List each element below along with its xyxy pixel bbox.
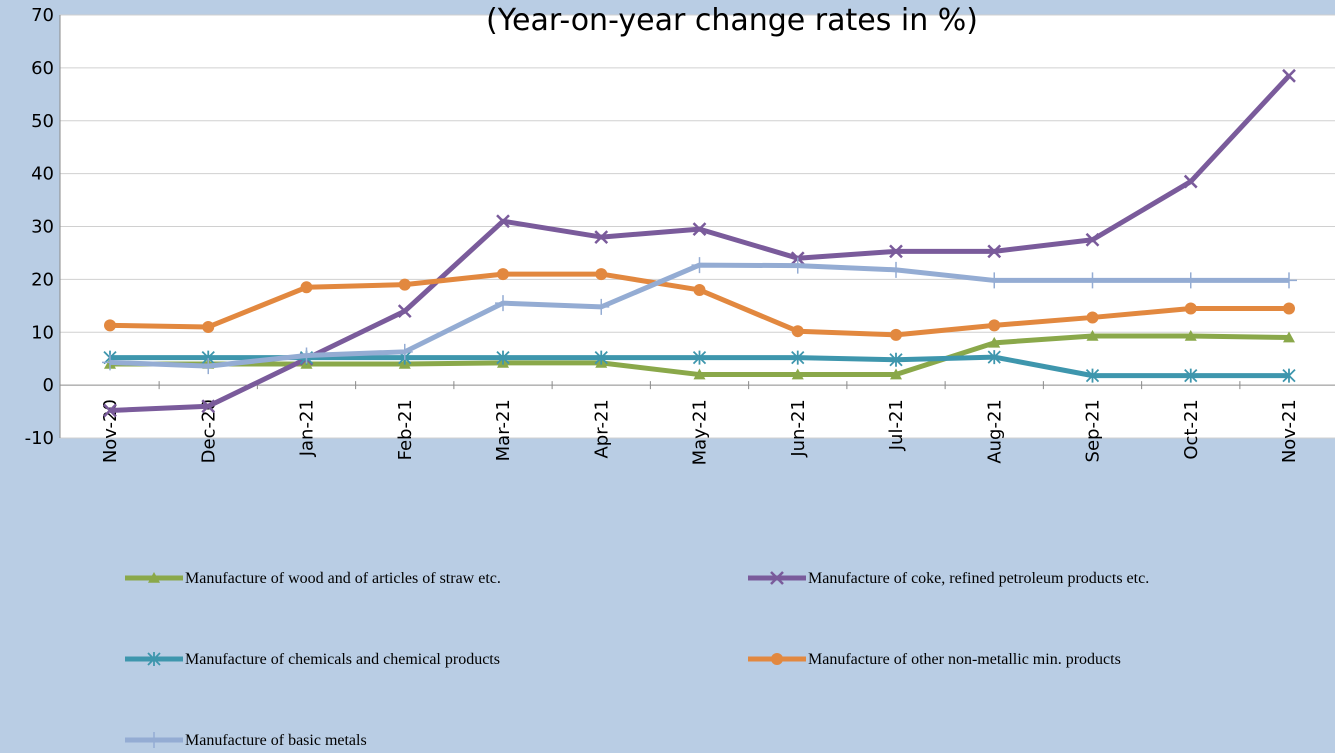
data-point <box>1086 329 1099 341</box>
data-point <box>1282 68 1296 83</box>
data-point <box>1184 329 1197 341</box>
legend-marker <box>146 732 162 748</box>
data-point <box>594 350 608 365</box>
data-point <box>890 368 902 380</box>
data-point <box>791 350 805 365</box>
data-point <box>692 350 707 365</box>
data-point <box>1183 174 1198 189</box>
data-point <box>1085 232 1100 247</box>
gridlines <box>59 14 1335 439</box>
legend-item-4: Manufacture of other non-metallic min. p… <box>748 651 1121 668</box>
data-point <box>496 214 510 229</box>
x-tick-label: Jan-21 <box>297 399 318 457</box>
chart-title: (Year-on-year change rates in %) <box>486 3 978 38</box>
data-point <box>988 336 1001 348</box>
x-axis-ticks: Nov-20 Dec-20 Jan-21 Feb-21 Mar-21 Apr-21 May-… <box>100 381 1300 465</box>
x-tick-label: Aug-21 <box>984 399 1005 464</box>
data-point <box>497 268 509 281</box>
legend-item-3: Manufacture of chemicals and chemical pr… <box>125 651 500 668</box>
y-tick-label: 0 <box>43 375 54 396</box>
legend-item-5: Manufacture of basic metals <box>125 732 367 749</box>
series-4 <box>104 268 1295 341</box>
x-tick-label: Mar-21 <box>493 399 514 461</box>
data-point <box>889 244 903 259</box>
legend-label: Manufacture of chemicals and chemical pr… <box>185 651 500 668</box>
data-point <box>1184 368 1198 383</box>
data-point <box>791 368 804 380</box>
data-point <box>496 350 510 365</box>
data-point <box>692 222 707 237</box>
data-point <box>691 257 708 274</box>
y-tick-label: 60 <box>31 58 54 79</box>
data-point <box>593 298 610 315</box>
data-point <box>103 403 117 418</box>
data-point <box>495 295 511 312</box>
x-tick-label: Jul-21 <box>886 399 907 451</box>
y-tick-label: 10 <box>31 322 54 343</box>
data-point <box>1283 302 1295 315</box>
legend: Manufacture of wood and of articles of s… <box>125 570 1149 749</box>
data-point <box>1281 272 1297 289</box>
data-point <box>202 320 215 333</box>
y-tick-label: -10 <box>25 428 54 449</box>
y-tick-label: 30 <box>31 217 54 238</box>
legend-marker <box>147 652 161 666</box>
data-point <box>201 399 216 414</box>
data-point <box>986 272 1003 289</box>
y-tick-label: 50 <box>31 111 54 132</box>
data-point <box>1086 311 1099 324</box>
x-tick-label: Feb-21 <box>395 399 416 460</box>
x-tick-label: May-21 <box>690 399 711 465</box>
legend-label: Manufacture of wood and of articles of s… <box>185 570 501 587</box>
legend-marker <box>771 653 783 665</box>
legend-label: Manufacture of other non-metallic min. p… <box>808 651 1121 668</box>
series-lines <box>102 68 1297 418</box>
data-point <box>1184 302 1197 315</box>
data-point <box>397 304 412 318</box>
data-point <box>595 268 608 281</box>
y-tick-label: 20 <box>31 269 54 290</box>
data-point <box>889 352 903 367</box>
data-point <box>398 278 411 291</box>
data-point <box>789 257 806 274</box>
data-point <box>594 230 609 244</box>
data-point <box>1084 272 1101 289</box>
data-point <box>102 354 118 371</box>
data-point <box>200 358 217 375</box>
data-point <box>1085 368 1100 383</box>
data-point <box>1283 331 1295 343</box>
y-tick-label: 70 <box>31 5 54 26</box>
x-tick-label: Apr-21 <box>591 399 612 458</box>
data-point <box>693 283 706 296</box>
data-point <box>888 261 904 278</box>
legend-label: Manufacture of basic metals <box>185 732 367 749</box>
legend-marker <box>148 572 160 583</box>
x-tick-label: Oct-21 <box>1181 399 1202 460</box>
data-point <box>987 350 1001 365</box>
data-point <box>300 281 313 294</box>
data-point <box>1182 272 1199 289</box>
data-point <box>396 343 413 360</box>
x-tick-label: Nov-21 <box>1279 399 1300 463</box>
legend-marker <box>770 571 784 585</box>
data-point <box>1282 368 1296 383</box>
data-point <box>298 347 315 364</box>
y-axis-ticks: -10 0 10 20 30 40 50 60 70 <box>25 5 54 449</box>
x-tick-label: Dec-20 <box>198 399 219 463</box>
data-point <box>791 325 804 338</box>
series-5 <box>102 257 1297 375</box>
x-tick-label: Jun-21 <box>788 399 809 458</box>
data-point <box>693 368 706 380</box>
legend-item-2: Manufacture of coke, refined petroleum p… <box>748 570 1149 587</box>
legend-item-1: Manufacture of wood and of articles of s… <box>125 570 501 587</box>
data-point <box>988 319 1001 332</box>
data-point <box>890 328 902 341</box>
data-point <box>104 319 116 332</box>
x-tick-label: Sep-21 <box>1083 399 1104 462</box>
y-tick-label: 40 <box>31 164 54 185</box>
legend-label: Manufacture of coke, refined petroleum p… <box>808 570 1149 587</box>
data-point <box>987 244 1002 259</box>
